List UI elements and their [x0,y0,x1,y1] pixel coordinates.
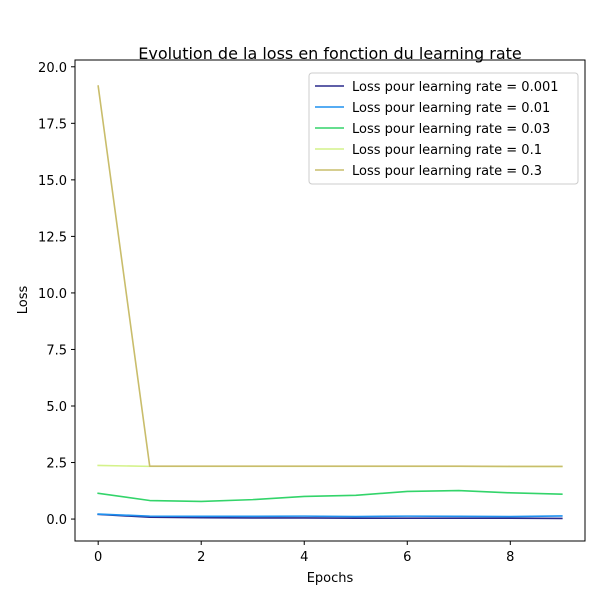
legend-entry-2: Loss pour learning rate = 0.03 [352,122,550,137]
y-tick-label: 0.0 [46,513,67,528]
y-tick-label: 15.0 [38,174,67,189]
y-tick-label: 12.5 [38,230,67,245]
x-tick-label: 8 [506,550,514,565]
legend: Loss pour learning rate = 0.001 Loss pour… [308,72,579,185]
x-tick-label: 0 [94,550,102,565]
y-tick-label: 2.5 [46,457,67,472]
x-tick-label: 6 [403,550,411,565]
legend-box [308,72,579,185]
legend-entry-4: Loss pour learning rate = 0.3 [352,164,542,179]
legend-entry-1: Loss pour learning rate = 0.01 [352,101,550,116]
y-tick-label: 10.0 [38,287,67,302]
series-line-1 [97,513,563,518]
series-line-4 [97,85,563,468]
x-axis-label: Epochs [307,571,354,586]
legend-entry-0: Loss pour learning rate = 0.001 [352,80,559,95]
chart-title: Evolution de la loss en fonction du lear… [138,44,522,63]
series-line-0 [97,513,563,520]
y-tick-label: 7.5 [46,343,67,358]
x-tick-label: 4 [300,550,308,565]
axes-frame [74,59,586,542]
series-line-2 [97,489,563,503]
y-tick-label: 20.0 [38,61,67,76]
y-tick-label: 5.0 [46,400,67,415]
y-axis-label: Loss [16,286,31,315]
x-tick-label: 2 [197,550,205,565]
legend-entry-3: Loss pour learning rate = 0.1 [352,143,542,158]
plot-area [97,85,563,520]
y-tick-label: 17.5 [38,117,67,132]
